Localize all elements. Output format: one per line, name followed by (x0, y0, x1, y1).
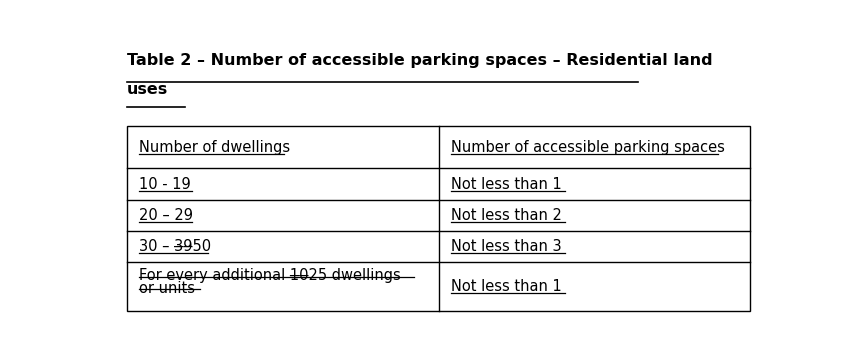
Text: Not less than 3: Not less than 3 (450, 239, 562, 254)
Text: 10 - 19: 10 - 19 (139, 176, 191, 192)
Text: Table 2 – Number of accessible parking spaces – Residential land: Table 2 – Number of accessible parking s… (127, 53, 712, 68)
Text: 20 – 29: 20 – 29 (139, 208, 193, 223)
Text: Not less than 1: Not less than 1 (450, 176, 562, 192)
Text: For every additional 1̶0̶25 dwellings: For every additional 1̶0̶25 dwellings (139, 268, 401, 283)
Text: Not less than 2: Not less than 2 (450, 208, 562, 223)
Text: 30 – 3̶9̶50: 30 – 3̶9̶50 (139, 239, 211, 254)
Text: or units: or units (139, 281, 195, 296)
Text: Number of dwellings: Number of dwellings (139, 140, 290, 155)
Text: uses: uses (127, 82, 168, 97)
Bar (127, 126, 751, 311)
Text: Number of accessible parking spaces: Number of accessible parking spaces (450, 140, 724, 155)
Text: Not less than 1: Not less than 1 (450, 279, 562, 294)
